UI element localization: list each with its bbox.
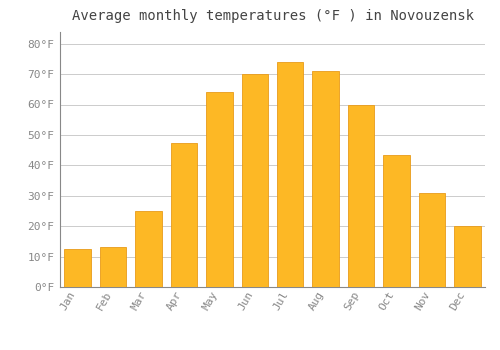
- Bar: [312, 71, 339, 287]
- Bar: [136, 211, 162, 287]
- Bar: [454, 226, 480, 287]
- Bar: [206, 92, 233, 287]
- Bar: [348, 105, 374, 287]
- Bar: [242, 74, 268, 287]
- Bar: [64, 249, 91, 287]
- Bar: [383, 155, 409, 287]
- Bar: [170, 142, 197, 287]
- Title: Average monthly temperatures (°F ) in Novouzensk: Average monthly temperatures (°F ) in No…: [72, 9, 473, 23]
- Bar: [277, 62, 303, 287]
- Bar: [100, 247, 126, 287]
- Bar: [418, 193, 445, 287]
